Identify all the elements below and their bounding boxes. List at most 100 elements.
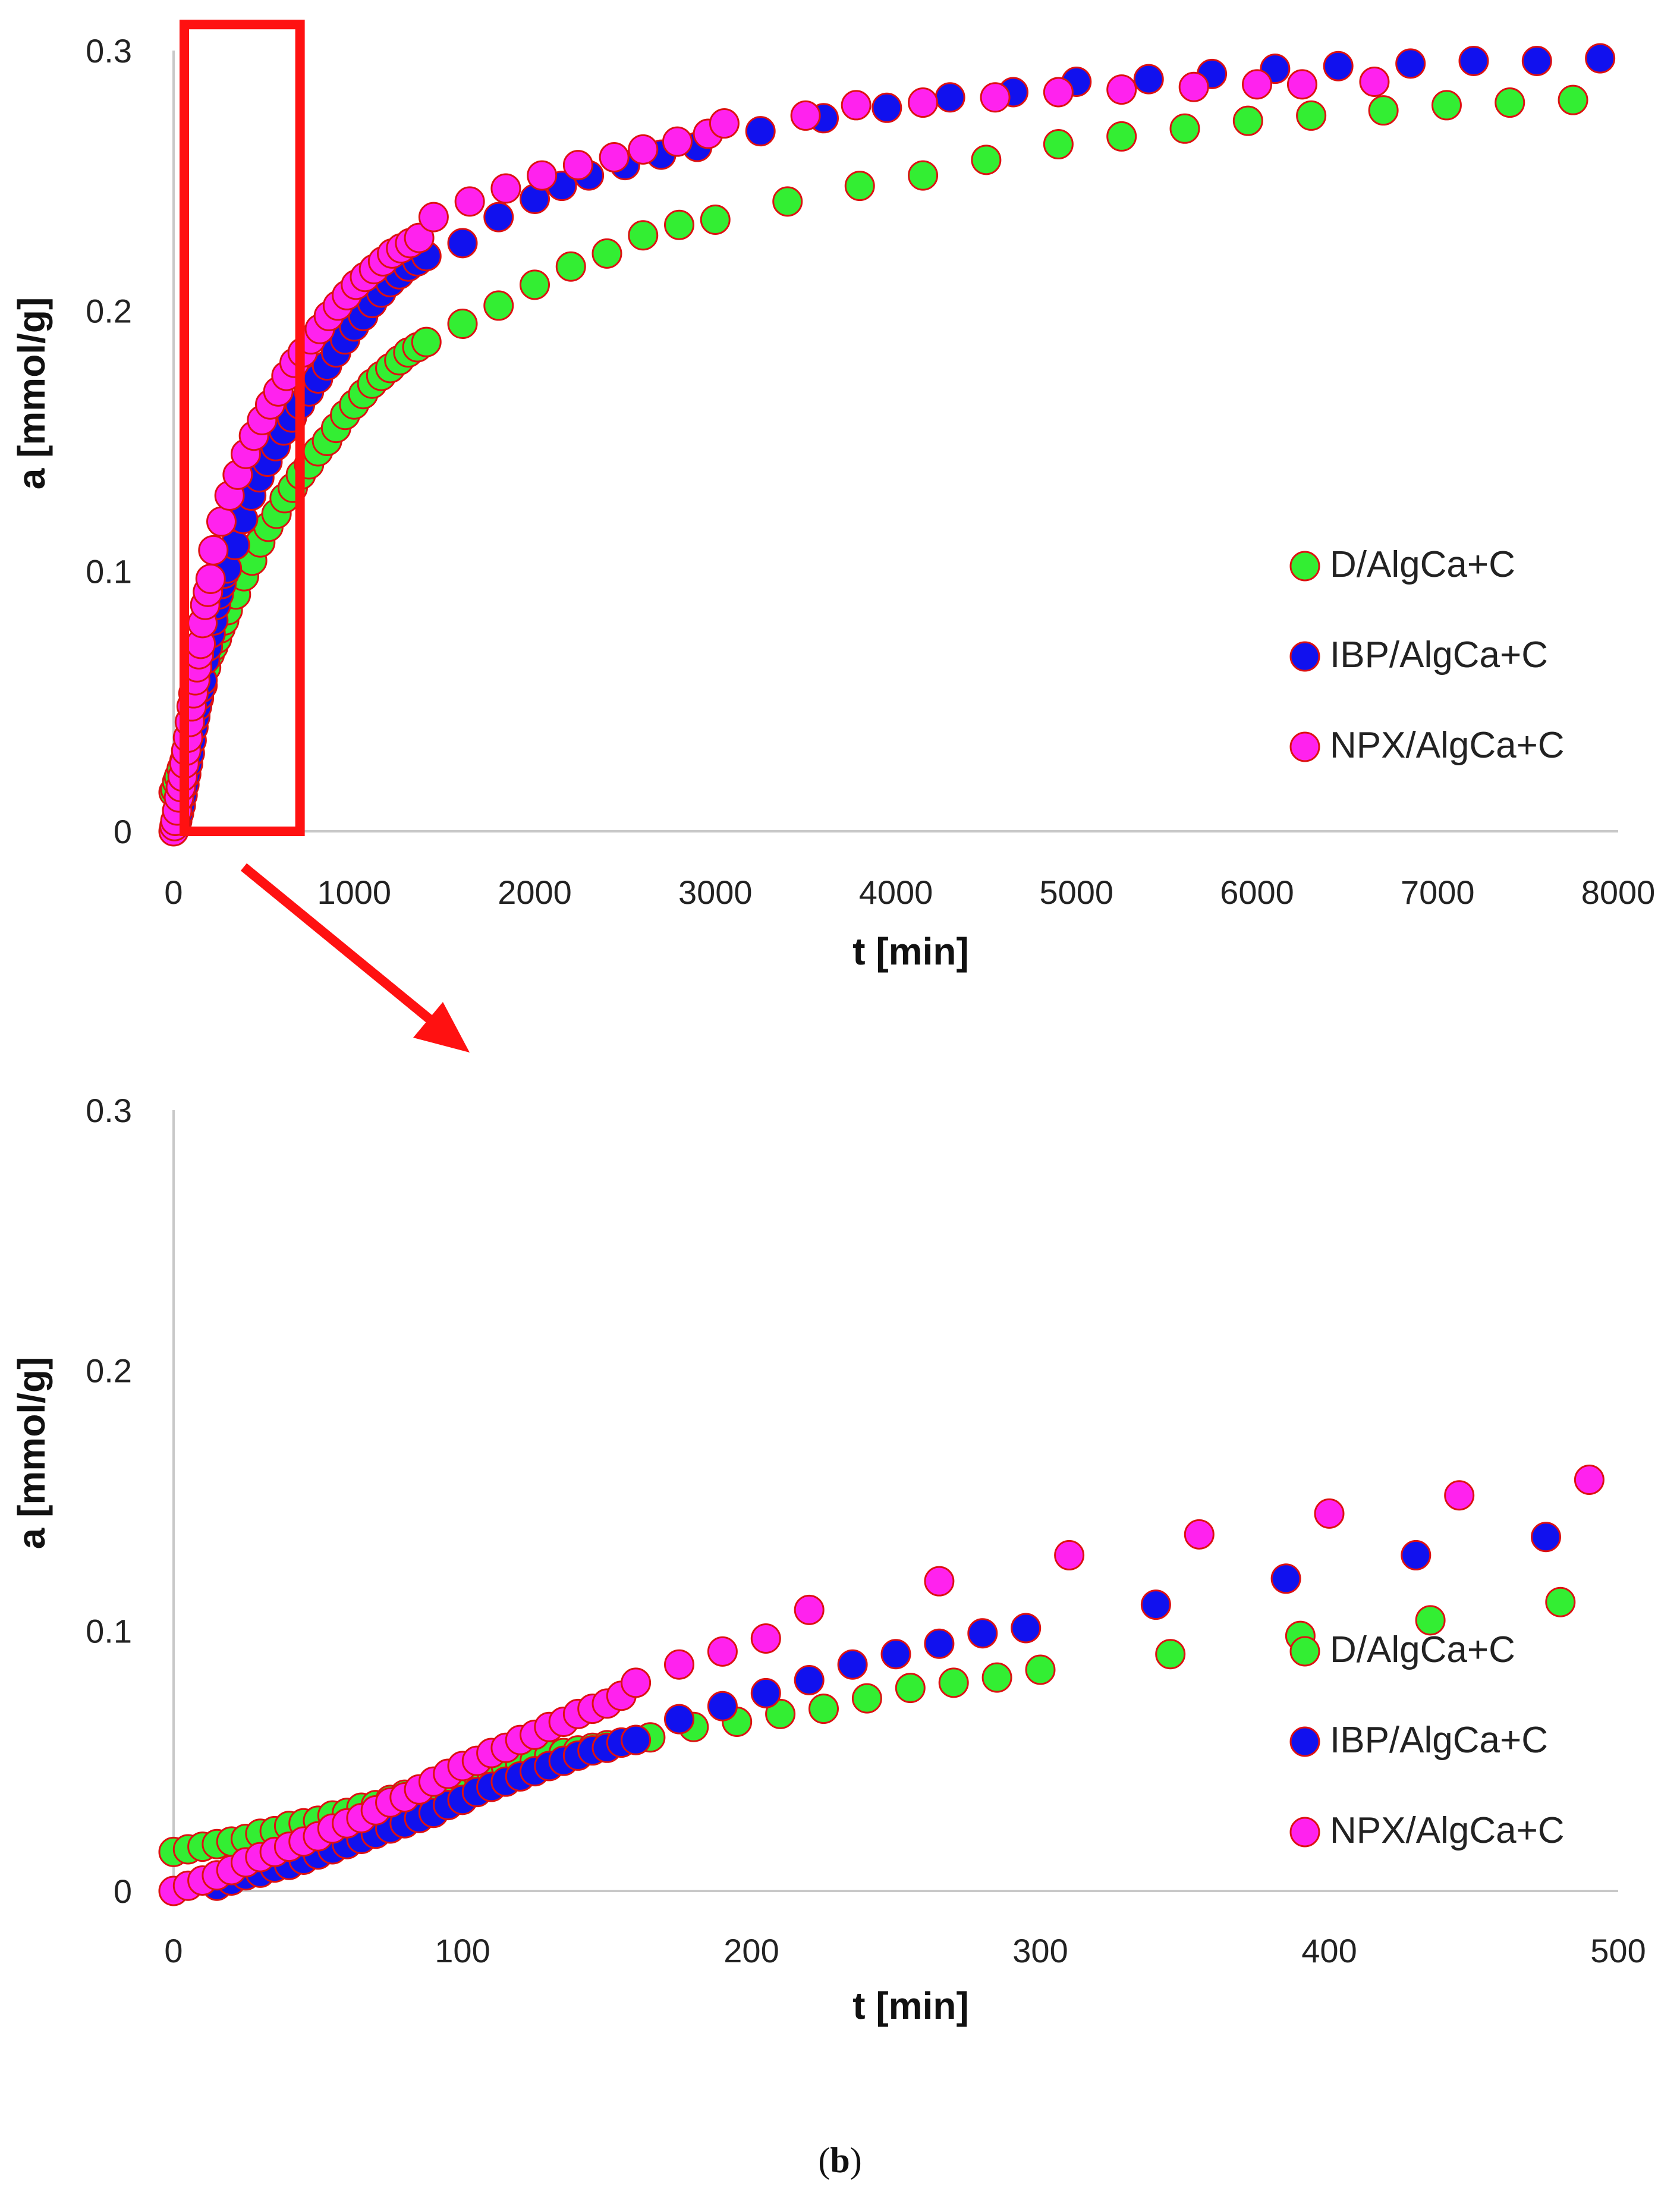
caption-letter: b [830,2141,850,2180]
bottom-data-point [808,1694,839,1724]
bottom-y-axis-title: a [mmol/g] [10,1357,53,1550]
top-data-point [447,228,478,259]
bottom-data-point [967,1618,998,1649]
top-data-point [700,204,731,235]
top-data-point [908,87,939,118]
zoom-arrow-layer [240,863,470,1053]
top-series-npx [158,67,1390,847]
bottom-data-point [1314,1498,1345,1529]
bottom-data-point [938,1667,969,1698]
top-y-tick-label: 0.2 [86,293,132,330]
bottom-data-point [794,1664,825,1695]
top-data-point [790,100,821,131]
zoom-arrow-head [413,1002,470,1053]
top-y-tick-label: 0 [114,813,132,850]
top-data-point [404,222,435,253]
top-data-point [709,108,740,139]
top-y-tick-label: 0.1 [86,552,132,590]
bottom-data-point [1270,1563,1301,1594]
top-data-point [592,238,622,269]
bottom-y-tick-label: 0 [114,1873,132,1910]
bottom-data-point [750,1677,781,1708]
bottom-data-point [664,1704,694,1735]
bottom-data-point [621,1724,652,1755]
bottom-data-point [1184,1519,1215,1550]
top-data-point [1133,64,1164,95]
top-data-point [980,82,1011,113]
top-data-point [1359,67,1390,98]
bottom-data-point [1545,1586,1576,1617]
bottom-legend-marker [1289,1817,1320,1848]
bottom-data-point [880,1639,911,1670]
top-data-point [745,116,776,147]
top-data-point [1106,74,1137,105]
top-x-tick-label: 5000 [1039,874,1113,911]
figure-caption: (b) [818,2141,861,2180]
top-data-point [411,326,442,357]
top-data-point [527,160,558,191]
top-data-point [772,186,803,217]
top-series-d [158,84,1588,808]
bottom-series-npx [158,1464,1605,1906]
top-data-point [1368,95,1399,126]
svg-text:(b): (b) [818,2141,861,2180]
bottom-y-tick-label: 0.2 [86,1352,132,1390]
bottom-data-point [794,1594,825,1625]
top-data-point [483,290,514,321]
bottom-data-point [837,1649,868,1680]
top-data-point [1323,51,1354,81]
top-data-point [664,209,694,240]
bottom-legend-label: D/AlgCa+C [1330,1629,1515,1670]
chart-top-full-range: 0 1000 2000 3000 4000 5000 6000 7000 8000 0 0.1 0.2… [10,20,1655,973]
top-data-point [206,506,237,537]
top-data-point [1242,69,1272,100]
bottom-data-point [1415,1605,1446,1636]
zoom-highlight-box [180,20,305,837]
top-legend-label: D/AlgCa+C [1330,544,1515,585]
top-data-point [1043,129,1074,160]
bottom-data-point [1140,1589,1171,1620]
top-data-point [1232,105,1263,136]
top-legend-marker [1289,731,1320,762]
top-data-point [628,134,659,165]
top-data-point [599,142,630,172]
top-data-point [483,202,514,233]
top-data-point [418,202,449,233]
bottom-data-point [1574,1464,1605,1495]
bottom-x-tick-label: 0 [164,1932,183,1969]
bottom-y-tick-label: 0.1 [86,1612,132,1650]
caption-close-paren: ) [850,2141,862,2180]
top-data-point [1043,77,1074,108]
bottom-data-point [924,1628,955,1659]
top-x-axis-title: t [min] [852,930,969,973]
top-data-point [198,535,229,566]
top-x-tick-label: 0 [164,874,183,911]
bottom-data-point [1155,1639,1186,1670]
top-data-point [1458,46,1489,77]
bottom-data-point [664,1649,694,1680]
top-x-tick-label: 2000 [498,874,572,911]
top-data-point [1296,100,1327,131]
top-data-point [844,171,875,202]
top-data-point [555,251,586,282]
bottom-data-point [750,1623,781,1654]
top-data-point [1431,90,1462,121]
top-data-point [454,186,485,217]
bottom-data-point [981,1662,1012,1693]
top-data-point [447,309,478,340]
bottom-data-point [707,1691,738,1721]
top-data-point [841,90,872,121]
bottom-data-point [924,1566,955,1597]
top-legend-marker [1289,641,1320,672]
top-data-point [1286,69,1317,100]
bottom-data-point [1401,1540,1432,1570]
caption-open-paren: ( [818,2141,830,2180]
top-x-tick-label: 7000 [1401,874,1475,911]
bottom-data-point [1025,1654,1056,1685]
top-legend-label: NPX/AlgCa+C [1330,725,1565,766]
top-data-point [1558,84,1588,115]
bottom-data-point [765,1698,796,1729]
top-data-point [935,82,965,113]
bottom-data-point [1054,1540,1085,1570]
